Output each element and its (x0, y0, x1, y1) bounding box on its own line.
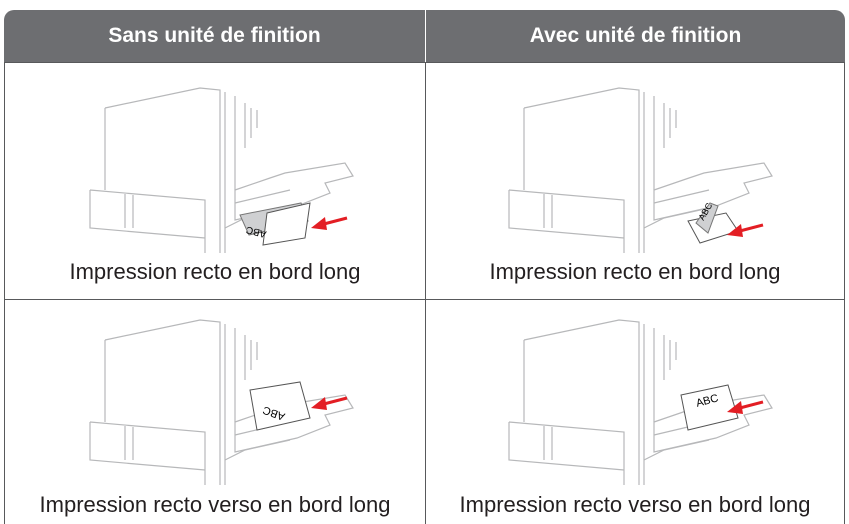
illustration: ABC (508, 319, 773, 486)
paper-label: ABC (695, 392, 720, 409)
paper (695, 202, 719, 234)
caption: Impression recto verso en bord long (459, 492, 811, 517)
illustration: ABC (89, 87, 354, 254)
arrow-head (727, 224, 743, 237)
caption: Impression recto en bord long (489, 259, 781, 284)
paper (262, 202, 311, 246)
arrow-head (311, 397, 327, 410)
caption: Impression recto verso en bord long (39, 492, 391, 517)
illustration: ABC (89, 319, 354, 486)
table-cell: ABC Impression recto verso en bord long (425, 299, 845, 524)
paper-label: ABC (245, 223, 268, 239)
arrow-head (311, 217, 327, 230)
table-cell: ABC Impression recto en bord long (425, 62, 845, 299)
arrow-head (727, 401, 743, 414)
illustration: ABC (508, 87, 773, 254)
table-cell: ABC Impression recto en bord long (4, 62, 425, 299)
caption: Impression recto en bord long (69, 259, 361, 284)
paper (680, 384, 739, 431)
table-cell: ABC Impression recto verso en bord long (4, 299, 425, 524)
paper (249, 381, 311, 431)
header-cell: Sans unité de finition (4, 10, 425, 62)
header-cell: Avec unité de finition (425, 10, 845, 62)
